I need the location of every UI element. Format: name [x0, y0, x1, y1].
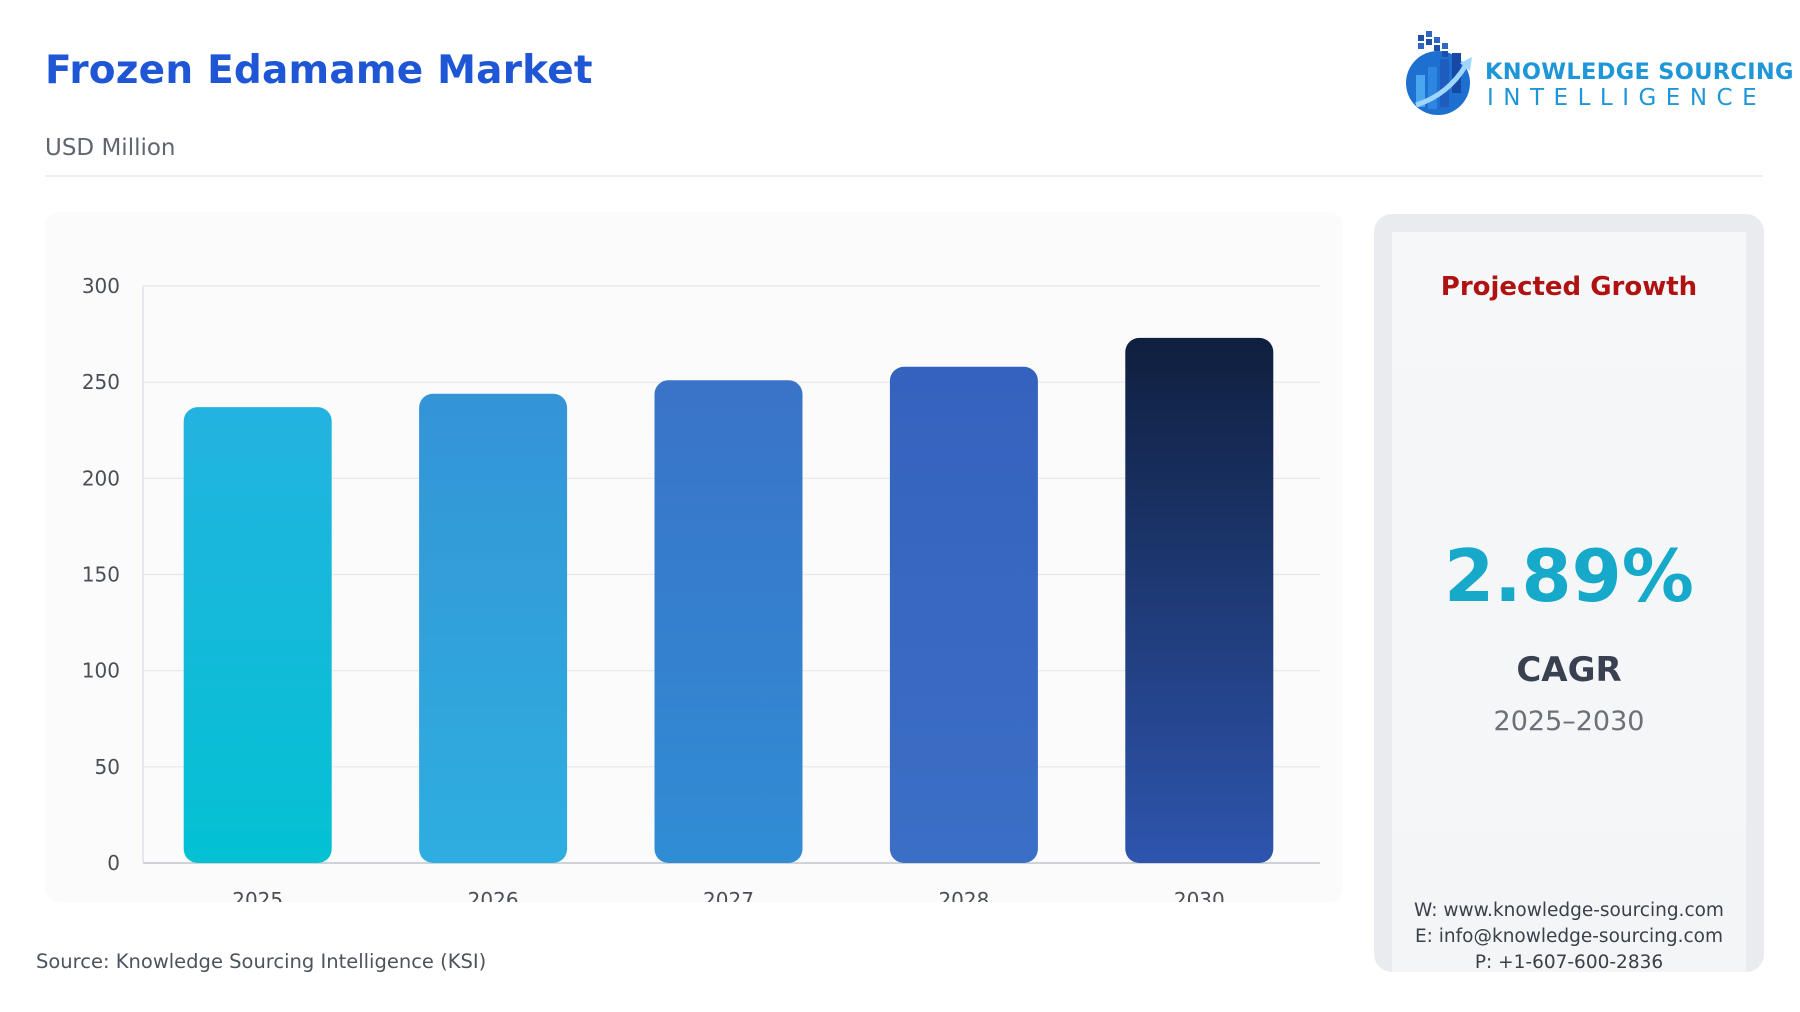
- page-title: Frozen Edamame Market: [45, 48, 593, 93]
- bar-2026: [419, 393, 568, 863]
- company-logo: KNOWLEDGE SOURCING INTELLIGENCE: [1400, 25, 1793, 120]
- y-tick-label: 50: [95, 755, 120, 779]
- unit-subtitle: USD Million: [45, 135, 176, 161]
- y-tick-label: 250: [82, 370, 120, 394]
- chart-panel: 0 50 100 150 200 250 300 2025 2026 2027 2028 2030: [45, 212, 1343, 902]
- contact-website: W: www.knowledge-sourcing.com: [1414, 900, 1724, 921]
- logo-text-line1: KNOWLEDGE SOURCING: [1485, 59, 1794, 85]
- header-divider: [45, 175, 1763, 177]
- growth-heading: Projected Growth: [1440, 272, 1698, 302]
- y-tick-label: 100: [82, 659, 120, 683]
- source-note: Source: Knowledge Sourcing Intelligence …: [36, 950, 487, 973]
- bar-2028: [889, 366, 1038, 863]
- y-tick-label: 300: [82, 274, 120, 298]
- y-tick-label: 200: [82, 466, 120, 490]
- x-tick-label: 2030: [1174, 888, 1225, 902]
- bar-2025: [183, 407, 332, 863]
- cagr-period: 2025–2030: [1493, 706, 1645, 737]
- bar-2030: [1125, 337, 1274, 863]
- logo-text-line2: INTELLIGENCE: [1487, 85, 1767, 111]
- x-tick-label: 2028: [938, 888, 989, 902]
- bar-chart: 0 50 100 150 200 250 300 2025 2026 2027 2028 2030: [82, 274, 1320, 902]
- projected-growth-card: Projected Growth 2.89% CAGR 2025–2030 W:…: [1374, 214, 1764, 973]
- growth-card-inner: Projected Growth 2.89% CAGR 2025–2030 W:…: [1392, 232, 1746, 973]
- contact-email: E: info@knowledge-sourcing.com: [1414, 926, 1723, 947]
- cagr-label: CAGR: [1516, 650, 1622, 690]
- x-tick-label: 2025: [232, 888, 283, 902]
- bar-chart-arrow-icon: [1406, 31, 1472, 115]
- contact-phone: P: +1-607-600-2836: [1474, 952, 1664, 973]
- y-tick-label: 150: [82, 563, 120, 587]
- x-tick-label: 2027: [703, 888, 754, 902]
- bar-2027: [654, 380, 803, 863]
- cagr-value: 2.89%: [1444, 534, 1694, 618]
- y-tick-label: 0: [107, 851, 120, 875]
- x-tick-label: 2026: [468, 888, 519, 902]
